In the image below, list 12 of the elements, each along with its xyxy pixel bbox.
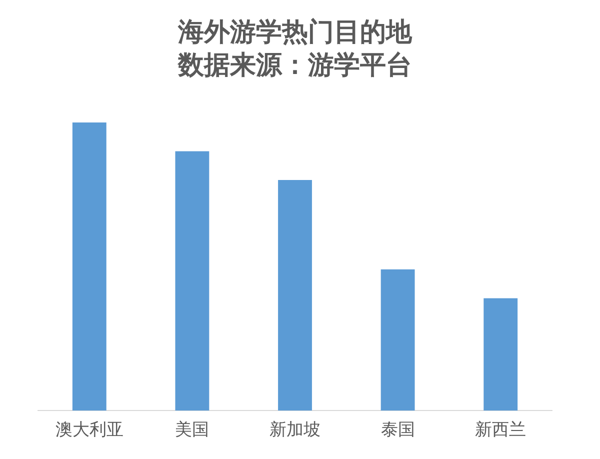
- x-tick-label: 新西兰: [475, 420, 526, 440]
- chart-title: 海外游学热门目的地: [177, 17, 413, 48]
- bar: [484, 298, 518, 411]
- x-tick-label: 澳大利亚: [55, 420, 124, 440]
- bar: [278, 180, 312, 411]
- chart-subtitle: 数据来源：游学平台: [177, 50, 412, 81]
- x-tick-label: 新加坡: [270, 420, 320, 440]
- bar: [72, 122, 106, 411]
- bar: [380, 269, 415, 411]
- bar: [175, 151, 210, 411]
- x-tick-label: 美国: [175, 420, 210, 440]
- x-tick-label: 泰国: [380, 420, 415, 440]
